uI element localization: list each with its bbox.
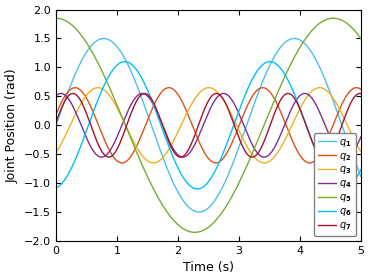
$q_3$ [54, 151, 58, 154]
$q_7$ [237, 136, 241, 139]
Line: $q_7$: $q_7$ [56, 94, 361, 157]
$q_7$ [286, 92, 290, 95]
$q_1$ [252, 101, 257, 105]
$q_3$ [359, 150, 363, 153]
$q_3$ [252, 156, 257, 159]
$q_3$ [109, 97, 114, 100]
$q_7$ [109, 155, 114, 158]
$q_5$ [305, 35, 309, 39]
$q_1$ [101, 37, 106, 40]
$q_1$ [197, 210, 201, 214]
$q_6$ [195, 187, 199, 191]
$q_6$ [109, 70, 114, 74]
$q_4$ [237, 112, 241, 115]
$q_2$ [73, 86, 77, 89]
Legend: $\mathbf{\mathit{q}}_\mathbf{1}$, $\mathbf{\mathit{q}}_\mathbf{2}$, $\mathbf{\ma: $\mathbf{\mathit{q}}_\mathbf{1}$, $\math… [314, 133, 356, 236]
$q_5$ [282, 78, 286, 81]
$q_1$ [171, 180, 175, 183]
Line: $q_5$: $q_5$ [56, 18, 361, 232]
$q_3$ [151, 161, 155, 165]
$q_7$ [250, 155, 255, 159]
$q_1$ [359, 175, 363, 178]
$q_4$ [252, 147, 257, 150]
Y-axis label: Joint Position (rad): Joint Position (rad) [6, 68, 18, 183]
$q_1$ [54, 123, 58, 127]
$q_4$ [109, 146, 114, 150]
$q_4$ [303, 92, 307, 95]
$q_7$ [359, 92, 363, 95]
$q_4$ [282, 126, 286, 129]
$q_7$ [305, 126, 309, 129]
$q_5$ [237, 181, 241, 185]
Line: $q_2$: $q_2$ [56, 88, 361, 163]
X-axis label: Time (s): Time (s) [183, 262, 234, 274]
Line: $q_6$: $q_6$ [56, 62, 361, 189]
Line: $q_1$: $q_1$ [56, 38, 361, 212]
$q_5$ [170, 218, 175, 221]
$q_2$ [359, 88, 363, 91]
$q_5$ [252, 147, 257, 150]
$q_5$ [331, 17, 336, 20]
$q_6$ [170, 154, 175, 157]
$q_5$ [109, 90, 114, 94]
$q_6$ [359, 168, 363, 171]
$q_7$ [54, 120, 58, 124]
$q_6$ [54, 186, 58, 190]
$q_2$ [120, 161, 124, 165]
$q_7$ [282, 94, 286, 97]
$q_7$ [252, 155, 257, 158]
$q_3$ [171, 141, 175, 144]
$q_4$ [305, 92, 309, 95]
$q_5$ [359, 37, 363, 40]
$q_7$ [170, 148, 175, 151]
$q_6$ [305, 125, 309, 129]
$q_6$ [252, 74, 257, 77]
$q_2$ [171, 87, 175, 91]
$q_1$ [237, 145, 241, 148]
$q_3$ [96, 86, 100, 89]
$q_1$ [282, 42, 286, 45]
Line: $q_3$: $q_3$ [56, 88, 361, 163]
$q_2$ [282, 118, 286, 121]
$q_6$ [282, 71, 286, 74]
$q_2$ [305, 161, 309, 164]
$q_3$ [305, 95, 309, 99]
$q_3$ [237, 129, 241, 132]
$q_5$ [192, 231, 197, 234]
$q_3$ [282, 141, 286, 144]
$q_1$ [109, 40, 114, 43]
$q_2$ [237, 124, 241, 127]
$q_2$ [54, 113, 58, 116]
$q_2$ [109, 152, 114, 156]
$q_6$ [268, 60, 272, 63]
$q_1$ [305, 44, 309, 48]
Line: $q_4$: $q_4$ [56, 94, 361, 157]
$q_4$ [359, 135, 363, 139]
$q_4$ [54, 94, 58, 97]
$q_5$ [54, 17, 58, 20]
$q_6$ [237, 109, 241, 112]
$q_2$ [252, 92, 257, 95]
$q_4$ [171, 146, 175, 150]
$q_4$ [99, 155, 104, 159]
